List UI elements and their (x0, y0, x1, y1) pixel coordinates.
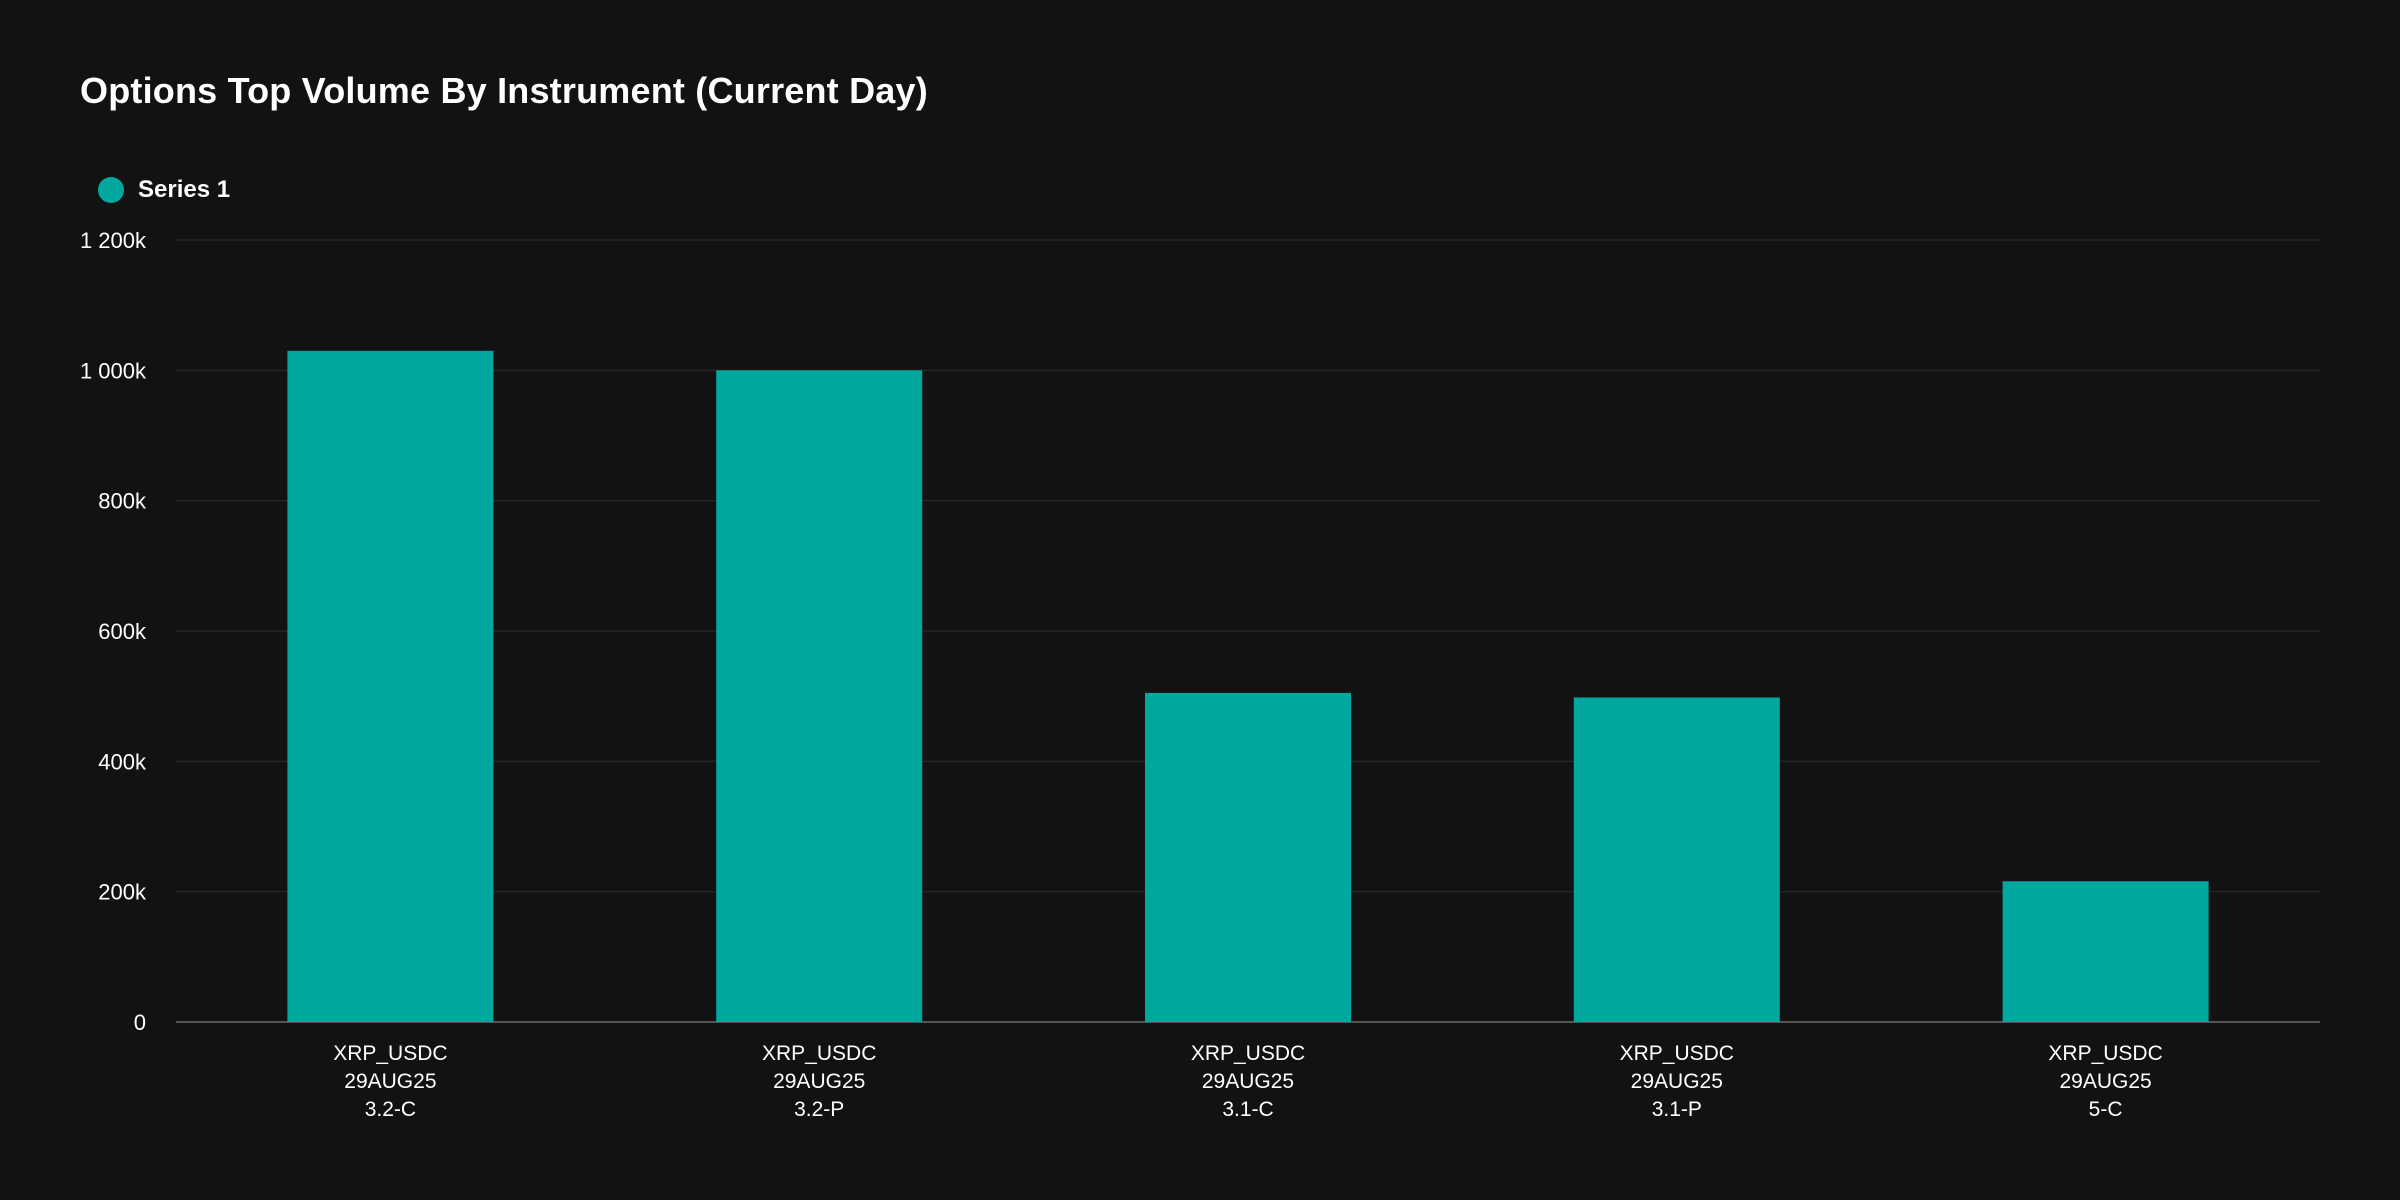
y-tick-label: 0 (134, 1010, 146, 1035)
chart-title: Options Top Volume By Instrument (Curren… (80, 70, 928, 111)
x-category-label-line: 3.2-P (794, 1098, 844, 1121)
x-category-label: XRP_USDC 29AUG25 5-C (2048, 1042, 2162, 1121)
x-category-label: XRP_USDC 29AUG25 3.2-C (333, 1042, 447, 1121)
x-category-label-line: XRP_USDC (2048, 1042, 2162, 1065)
x-category-label-line: 29AUG25 (1631, 1070, 1723, 1093)
y-tick-label: 1 000k (80, 358, 147, 383)
x-category-label-line: XRP_USDC (333, 1042, 447, 1065)
bar[interactable] (2002, 881, 2209, 1022)
x-axis-categories: XRP_USDC 29AUG25 3.2-C XRP_USDC 29AUG25 3.2-P… (333, 1042, 2163, 1121)
x-category-label-line: XRP_USDC (762, 1042, 876, 1065)
bar[interactable] (1573, 697, 1780, 1022)
x-category-label-line: 3.2-C (365, 1098, 416, 1121)
bars (287, 350, 2209, 1022)
x-category-label-line: 29AUG25 (773, 1070, 865, 1093)
legend-series-1-marker (98, 177, 124, 203)
x-category-label-line: 3.1-P (1652, 1098, 1702, 1121)
x-category-label-line: 29AUG25 (2059, 1070, 2151, 1093)
y-tick-label: 400k (98, 749, 147, 774)
x-category-label-line: 5-C (2089, 1098, 2123, 1121)
x-category-label-line: XRP_USDC (1191, 1042, 1305, 1065)
bar[interactable] (287, 350, 494, 1022)
grid-lines (176, 239, 2320, 1023)
y-tick-label: 800k (98, 489, 147, 514)
legend-series-1-label: Series 1 (138, 176, 231, 203)
x-category-label: XRP_USDC 29AUG25 3.2-P (762, 1042, 876, 1121)
x-category-label: XRP_USDC 29AUG25 3.1-P (1620, 1042, 1734, 1121)
x-category-label-line: 3.1-C (1222, 1098, 1273, 1121)
y-axis-ticks: 0 200k 400k 600k 800k 1 000k 1 200k (80, 228, 147, 1035)
y-tick-label: 600k (98, 619, 147, 644)
x-category-label: XRP_USDC 29AUG25 3.1-C (1191, 1042, 1305, 1121)
x-category-label-line: 29AUG25 (344, 1070, 436, 1093)
legend[interactable]: Series 1 (98, 176, 230, 204)
x-category-label-line: 29AUG25 (1202, 1070, 1294, 1093)
y-tick-label: 1 200k (80, 228, 147, 253)
bar[interactable] (716, 370, 923, 1022)
bar[interactable] (1145, 692, 1351, 1022)
y-tick-label: 200k (98, 880, 147, 905)
x-category-label-line: XRP_USDC (1620, 1042, 1734, 1065)
